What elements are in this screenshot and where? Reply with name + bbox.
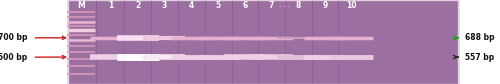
- Text: 1: 1: [108, 1, 114, 10]
- Text: . . .: . . .: [280, 2, 290, 8]
- Text: 9: 9: [322, 1, 328, 10]
- Text: M: M: [77, 1, 85, 10]
- Text: 688 bp: 688 bp: [465, 33, 494, 42]
- Text: 557 bp: 557 bp: [465, 53, 494, 62]
- Text: 4: 4: [189, 1, 194, 10]
- Text: 8: 8: [296, 1, 300, 10]
- Text: 2: 2: [135, 1, 140, 10]
- Text: 5: 5: [216, 1, 221, 10]
- Text: 700 bp: 700 bp: [0, 33, 28, 42]
- Text: 7: 7: [269, 1, 274, 10]
- Text: 10: 10: [346, 1, 357, 10]
- Bar: [68, 0, 458, 84]
- Text: 6: 6: [242, 1, 248, 10]
- Text: 3: 3: [162, 1, 166, 10]
- Text: 500 bp: 500 bp: [0, 53, 28, 62]
